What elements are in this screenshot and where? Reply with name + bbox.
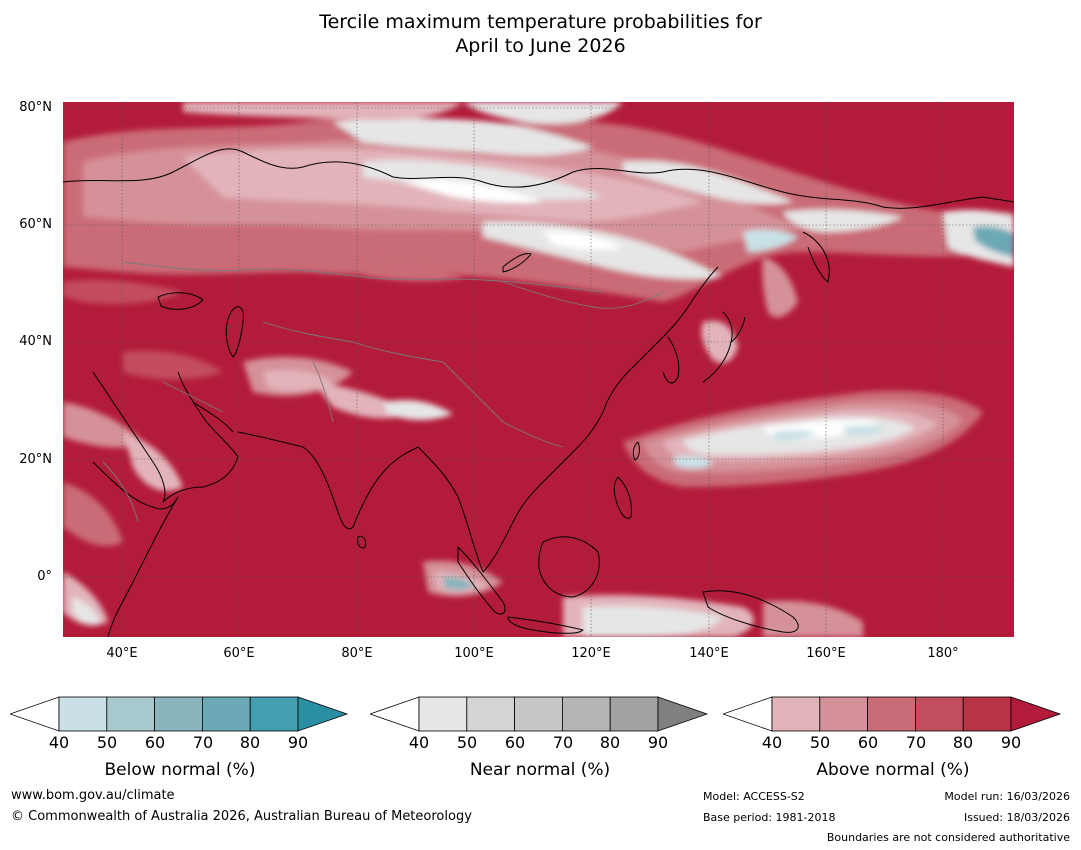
title-line-1: Tercile maximum temperature probabilitie… — [319, 11, 762, 33]
graticule — [63, 102, 1014, 637]
probability-map — [63, 102, 1014, 637]
colorbar-near-cells — [418, 696, 659, 732]
title-line-2: April to June 2026 — [455, 35, 626, 57]
tick-label: 80 — [599, 733, 621, 752]
colorbar-cell — [58, 696, 108, 732]
lon-label-140e: 140°E — [689, 646, 729, 661]
lat-label-60n: 60°N — [19, 217, 52, 232]
colorbar-above-cells — [771, 696, 1012, 732]
colorbar-cell — [609, 696, 659, 732]
model-run-date: Model run: 16/03/2026 — [944, 790, 1070, 803]
colorbar-cell — [466, 696, 516, 732]
colorbar-cell — [914, 696, 964, 732]
tick-label: 50 — [809, 733, 831, 752]
colorbar-cell — [249, 696, 299, 732]
pacific-band-shading — [623, 257, 983, 487]
colorbar-near-title: Near normal (%) — [469, 760, 611, 780]
tick-label: 50 — [456, 733, 478, 752]
tick-label: 70 — [192, 733, 214, 752]
map-title: Tercile maximum temperature probabilitie… — [0, 10, 1081, 58]
map-canvas — [63, 102, 1014, 637]
colorbar-below-high-arrow — [297, 696, 349, 732]
tick-label: 40 — [48, 733, 70, 752]
lat-label-20n: 20°N — [19, 452, 52, 467]
lat-label-0: 0° — [37, 569, 52, 584]
tick-label: 60 — [144, 733, 166, 752]
colorbar-above-normal — [721, 696, 1063, 738]
model-name: Model: ACCESS-S2 — [703, 790, 805, 803]
lon-label-100e: 100°E — [454, 646, 494, 661]
colorbar-cell — [819, 696, 869, 732]
copyright-text: © Commonwealth of Australia 2026, Austra… — [11, 809, 472, 824]
colorbar-cell — [514, 696, 563, 732]
colorbar-near-low-arrow — [368, 696, 420, 732]
tick-label: 90 — [287, 733, 309, 752]
colorbar-cell — [962, 696, 1012, 732]
tick-label: 40 — [408, 733, 430, 752]
colorbar-below-normal — [8, 696, 350, 738]
website-link[interactable]: www.bom.gov.au/climate — [11, 788, 175, 803]
maritime-continent-shading — [423, 560, 863, 637]
colorbar-below-cells — [58, 696, 299, 732]
colorbar-below-low-arrow — [8, 696, 60, 732]
lon-label-120e: 120°E — [571, 646, 611, 661]
tick-label: 40 — [761, 733, 783, 752]
colorbar-cell — [154, 696, 203, 732]
colorbar-above-low-arrow — [721, 696, 773, 732]
lon-label-60e: 60°E — [223, 646, 255, 661]
colorbar-cell — [771, 696, 821, 732]
tick-label: 70 — [552, 733, 574, 752]
lon-label-40e: 40°E — [106, 646, 138, 661]
colorbar-cell — [561, 696, 611, 732]
lat-label-80n: 80°N — [19, 100, 52, 115]
tick-label: 60 — [504, 733, 526, 752]
tick-label: 50 — [96, 733, 118, 752]
lat-label-40n: 40°N — [19, 334, 52, 349]
lon-label-180: 180° — [927, 646, 959, 661]
coastlines — [63, 148, 1014, 637]
colorbar-above-high-arrow — [1010, 696, 1062, 732]
colorbar-cell — [867, 696, 916, 732]
tick-label: 70 — [905, 733, 927, 752]
colorbar-near-normal — [368, 696, 710, 738]
tick-label: 90 — [647, 733, 669, 752]
issued-date: Issued: 18/03/2026 — [963, 811, 1070, 824]
lon-label-80e: 80°E — [341, 646, 373, 661]
tick-label: 80 — [239, 733, 261, 752]
colorbar-above-title: Above normal (%) — [816, 760, 970, 780]
colorbar-below-title: Below normal (%) — [104, 760, 256, 780]
tick-label: 60 — [857, 733, 879, 752]
lon-label-160e: 160°E — [806, 646, 846, 661]
colorbar-cell — [418, 696, 468, 732]
colorbar-near-high-arrow — [657, 696, 709, 732]
base-period: Base period: 1981-2018 — [703, 811, 836, 824]
colorbar-cell — [106, 696, 156, 732]
country-borders — [102, 261, 664, 523]
boundaries-disclaimer: Boundaries are not considered authoritat… — [826, 831, 1070, 844]
tick-label: 80 — [952, 733, 974, 752]
tick-label: 90 — [1000, 733, 1022, 752]
colorbar-cell — [201, 696, 251, 732]
